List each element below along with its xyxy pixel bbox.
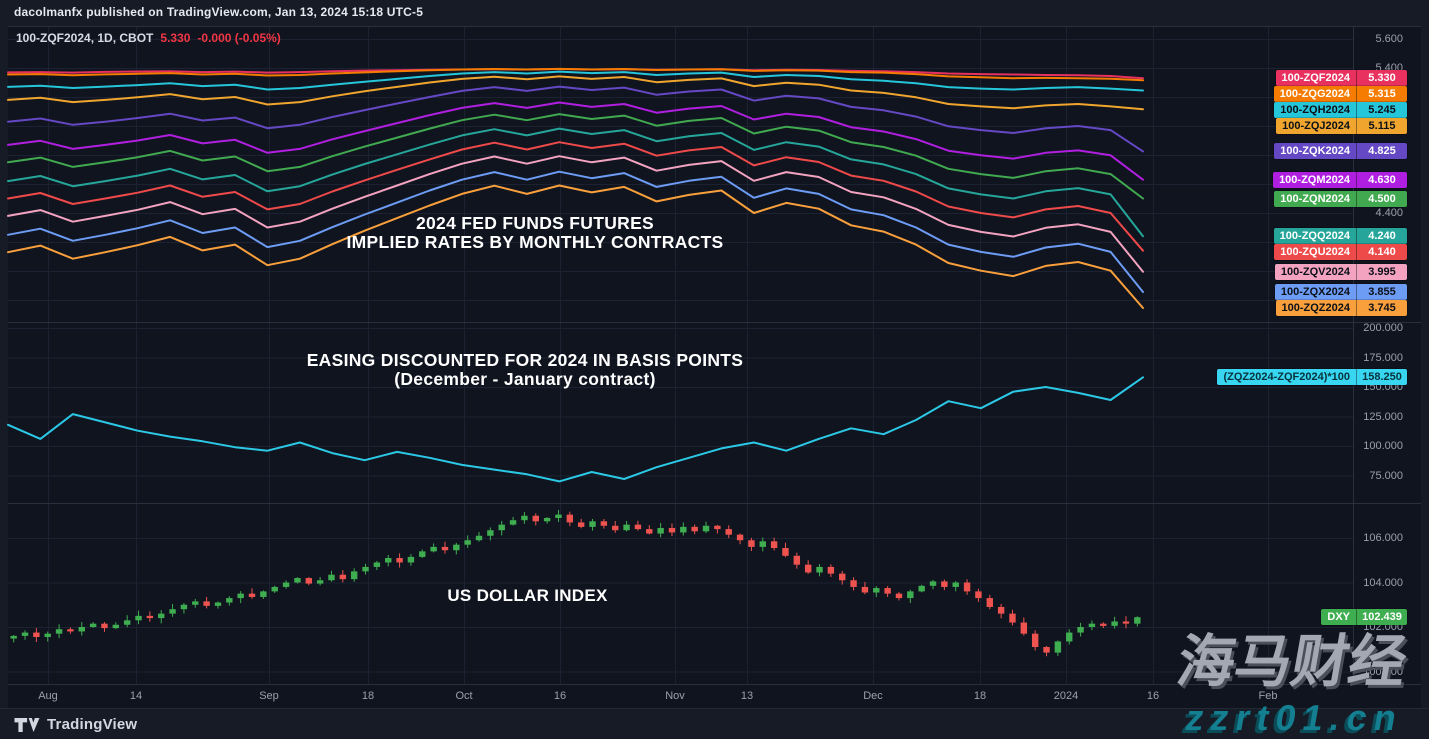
price-axis-label: 200.000 <box>1363 322 1403 334</box>
tag-label: 100-ZQX2024 <box>1280 286 1350 299</box>
price-tag-100-ZQX2024[interactable]: 100-ZQX2024 3.855 <box>1274 284 1407 301</box>
tradingview-logo-icon <box>14 717 40 732</box>
price-axis-label: 100.000 <box>1363 440 1403 452</box>
line-100-ZQV2024 <box>7 155 1144 273</box>
price-axis-label: 4.400 <box>1375 207 1403 219</box>
line-100-ZQK2024 <box>7 85 1144 153</box>
time-axis-label-16: 16 <box>553 690 567 702</box>
price-tag-100-ZQJ2024[interactable]: 100-ZQJ2024 5.115 <box>1276 118 1407 135</box>
legend-change: -0.000 (-0.05%) <box>197 31 281 45</box>
tag-label: (ZQZ2024-ZQF2024)*100 <box>1223 371 1350 384</box>
legend-symbol: 100-ZQF2024, 1D, CBOT <box>16 31 154 45</box>
tag-label: 100-ZQG2024 <box>1279 88 1350 101</box>
tag-value: 5.115 <box>1356 118 1407 135</box>
tag-value: 5.315 <box>1356 86 1407 103</box>
time-axis-label-13: 13 <box>740 690 754 702</box>
tag-value: 102.439 <box>1356 609 1407 626</box>
annotation-easing: EASING DISCOUNTED FOR 2024 IN BASIS POIN… <box>306 350 744 389</box>
line-100-ZQJ2024 <box>7 75 1144 111</box>
price-tag-100-ZQU2024[interactable]: 100-ZQU2024 4.140 <box>1274 244 1407 261</box>
line-100-ZQM2024 <box>7 101 1144 181</box>
tag-label: 100-ZQZ2024 <box>1281 302 1350 315</box>
tag-label: 100-ZQM2024 <box>1279 173 1350 186</box>
tradingview-logo-text: TradingView <box>47 716 138 733</box>
pane-fed-funds-futures[interactable] <box>8 26 1353 322</box>
price-tag-100-ZQV2024[interactable]: 100-ZQV2024 3.995 <box>1274 263 1407 280</box>
line-100-ZQN2024 <box>7 113 1144 200</box>
price-tag-100-ZQQ2024[interactable]: 100-ZQQ2024 4.240 <box>1273 228 1407 245</box>
tag-value: 5.245 <box>1356 102 1407 119</box>
tradingview-logo[interactable]: TradingView <box>14 709 137 739</box>
publish-header: dacolmanfx published on TradingView.com,… <box>0 0 1429 26</box>
time-axis-label-Nov: Nov <box>665 690 685 702</box>
price-tag-100-ZQG2024[interactable]: 100-ZQG2024 5.315 <box>1273 86 1407 103</box>
publish-info-text: dacolmanfx published on TradingView.com,… <box>14 5 424 19</box>
line-easing-spread <box>7 376 1144 483</box>
time-axis-label-2024: 2024 <box>1053 690 1079 702</box>
time-axis-label-18: 18 <box>361 690 375 702</box>
price-tag-100-ZQN2024[interactable]: 100-ZQN2024 4.500 <box>1274 190 1407 207</box>
watermark-brand: 海马财经 <box>1172 630 1412 694</box>
price-axis-label: 175.000 <box>1363 351 1403 364</box>
price-axis-label: 104.000 <box>1363 576 1403 589</box>
line-100-ZQZ2024 <box>7 184 1144 309</box>
time-axis-label-Feb: Feb <box>1258 690 1278 702</box>
tag-value: 3.855 <box>1356 284 1407 301</box>
price-axis-label: 125.000 <box>1363 410 1403 423</box>
tag-value: 4.825 <box>1356 143 1407 160</box>
pane-us-dollar-index[interactable] <box>8 503 1353 684</box>
watermark-site-url: zzrt01.cn <box>1182 697 1407 738</box>
time-axis-label-Sep: Sep <box>259 690 279 702</box>
line-100-ZQU2024 <box>7 141 1144 252</box>
time-axis-label-Dec: Dec <box>863 690 883 702</box>
line-100-ZQX2024 <box>7 170 1144 293</box>
tag-value: 4.140 <box>1356 244 1407 261</box>
tag-label: 100-ZQV2024 <box>1280 265 1350 278</box>
tag-value: 4.240 <box>1356 228 1407 245</box>
annotation-dxy: US DOLLAR INDEX <box>447 586 608 605</box>
tag-value: 3.995 <box>1356 263 1407 280</box>
price-tag-easing-spread[interactable]: (ZQZ2024-ZQF2024)*100 158.250 <box>1217 369 1407 386</box>
time-axis-label-Oct: Oct <box>455 690 473 702</box>
time-axis-label-16: 16 <box>1146 690 1160 702</box>
footer-bar: TradingView <box>0 708 1429 739</box>
line-100-ZQH2024 <box>7 70 1144 92</box>
price-tag-DXY[interactable]: DXY 102.439 <box>1321 609 1407 626</box>
price-tag-100-ZQK2024[interactable]: 100-ZQK2024 4.825 <box>1274 143 1407 160</box>
tag-label: 100-ZQK2024 <box>1280 145 1350 158</box>
tag-label: 100-ZQJ2024 <box>1282 120 1350 133</box>
tag-value: 4.630 <box>1356 171 1407 188</box>
symbol-legend[interactable]: 100-ZQF2024, 1D, CBOT 5.330 -0.000 (-0.05%… <box>16 31 281 45</box>
price-tag-100-ZQM2024[interactable]: 100-ZQM2024 4.630 <box>1273 171 1407 188</box>
tag-label: 100-ZQU2024 <box>1280 246 1350 259</box>
tag-value: 158.250 <box>1356 369 1407 386</box>
tag-value: 5.330 <box>1356 70 1407 87</box>
tag-label: 100-ZQF2024 <box>1281 72 1350 85</box>
tag-value: 3.745 <box>1356 300 1407 317</box>
line-100-ZQQ2024 <box>7 127 1144 238</box>
annotation-fed-funds: 2024 FED FUNDS FUTURES IMPLIED RATES BY … <box>346 213 724 252</box>
tag-label: 100-ZQQ2024 <box>1279 230 1350 243</box>
tag-label: 100-ZQN2024 <box>1280 192 1350 205</box>
price-tag-100-ZQF2024[interactable]: 100-ZQF2024 5.330 <box>1275 70 1407 87</box>
time-axis-label-18: 18 <box>973 690 987 702</box>
price-axis-label: 100.000 <box>1363 665 1403 678</box>
tag-label: DXY <box>1327 611 1350 624</box>
price-tag-100-ZQH2024[interactable]: 100-ZQH2024 5.245 <box>1274 102 1407 119</box>
time-axis-label-14: 14 <box>129 690 143 702</box>
price-axis-label: 5.600 <box>1375 33 1403 45</box>
price-tag-100-ZQZ2024[interactable]: 100-ZQZ2024 3.745 <box>1275 300 1407 317</box>
price-axis-label: 106.000 <box>1363 532 1403 544</box>
time-axis-label-Aug: Aug <box>38 690 58 702</box>
tag-label: 100-ZQH2024 <box>1280 104 1350 117</box>
price-axis-label: 75.000 <box>1369 469 1403 482</box>
tag-value: 4.500 <box>1356 190 1407 207</box>
legend-last-price: 5.330 <box>160 31 191 45</box>
line-100-ZQG2024 <box>7 67 1144 82</box>
